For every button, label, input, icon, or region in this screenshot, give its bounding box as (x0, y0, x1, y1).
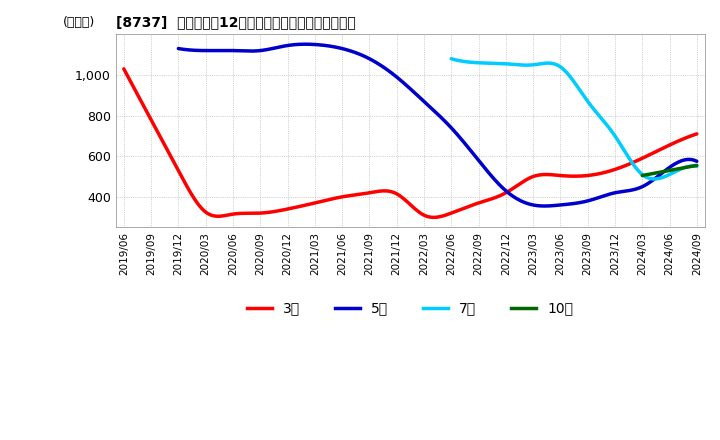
Line: 5年: 5年 (179, 44, 697, 206)
7年 (448, 56, 456, 62)
5年 (301, 41, 310, 47)
7年 (649, 176, 658, 182)
3年 (641, 154, 649, 160)
5年 (174, 46, 183, 51)
5年 (540, 203, 549, 209)
5年 (482, 168, 491, 173)
5年 (485, 170, 493, 176)
7年 (447, 56, 456, 61)
Line: 10年: 10年 (642, 165, 697, 176)
Line: 3年: 3年 (124, 69, 697, 217)
5年 (176, 46, 184, 51)
7年 (597, 116, 606, 121)
3年 (462, 205, 471, 210)
5年 (614, 190, 623, 195)
10年 (638, 173, 647, 178)
3年 (604, 169, 613, 174)
5年 (493, 180, 502, 185)
3年 (430, 215, 438, 220)
3年 (693, 131, 701, 136)
10年 (665, 168, 674, 173)
5年 (693, 159, 701, 164)
5年 (647, 178, 656, 183)
7年 (654, 176, 663, 181)
3年 (461, 205, 469, 210)
3年 (120, 66, 128, 72)
7年 (693, 164, 701, 169)
Y-axis label: (百万円): (百万円) (63, 15, 95, 29)
7年 (593, 110, 601, 115)
Text: [8737]  当期純利益12か月移動合計の標準偏差の推移: [8737] 当期純利益12か月移動合計の標準偏差の推移 (116, 15, 356, 29)
3年 (472, 201, 481, 206)
7年 (593, 111, 602, 116)
Legend: 3年, 5年, 7年, 10年: 3年, 5年, 7年, 10年 (242, 296, 579, 321)
10年 (693, 163, 701, 168)
7年 (670, 169, 679, 175)
3年 (122, 70, 130, 75)
Line: 7年: 7年 (451, 59, 697, 179)
